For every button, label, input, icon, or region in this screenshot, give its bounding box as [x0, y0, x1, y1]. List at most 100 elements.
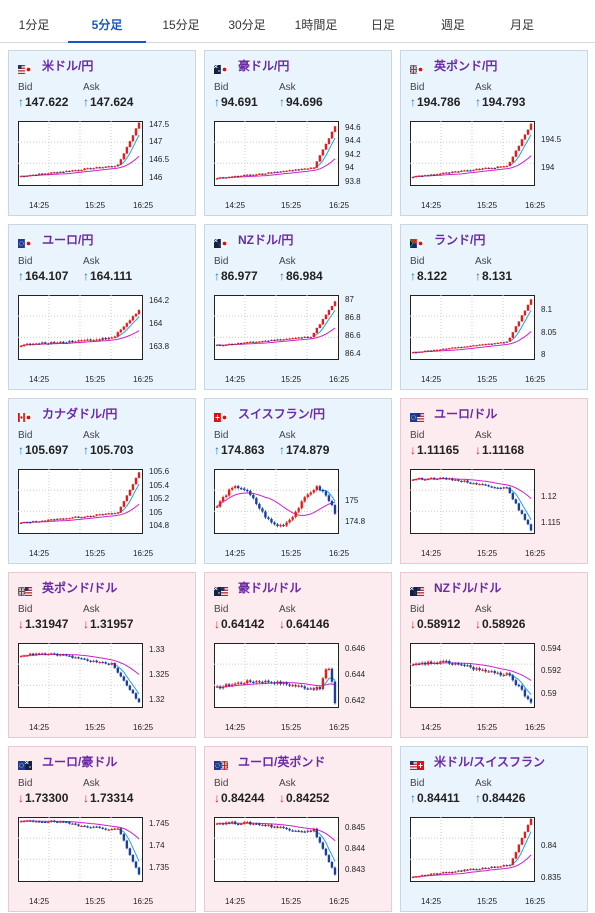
chart-svg — [214, 295, 339, 360]
candle — [442, 660, 445, 663]
ask-price: 105.703 — [90, 443, 134, 457]
rate-card[interactable]: 豪ドル/ドル Bid Ask ↓0.64142 ↓0.64146 0.646 0.644 0.… — [204, 572, 392, 738]
rate-card[interactable]: カナダドル/円 Bid Ask ↑105.697 ↑105.703 105.6 105.4 1… — [8, 398, 196, 564]
pair-title[interactable]: ユーロ/英ポンド — [238, 755, 326, 769]
candle — [98, 514, 101, 516]
y-tick-label: 105.4 — [149, 480, 170, 490]
candle — [227, 684, 231, 686]
pair-title[interactable]: 豪ドル/円 — [238, 59, 290, 73]
rate-card[interactable]: ユーロ/円 Bid Ask ↑164.107 ↑164.111 164.2 164 163.8… — [8, 224, 196, 390]
candle — [312, 688, 316, 690]
bid-label: Bid — [214, 778, 229, 789]
candle — [62, 518, 65, 520]
rate-card[interactable]: NZドル/ドル Bid Ask ↓0.58912 ↓0.58926 0.594 0.592 0… — [400, 572, 588, 738]
arrow-down-icon: ↓ — [279, 617, 285, 631]
pair-title[interactable]: ユーロ/円 — [42, 233, 94, 247]
tab-5[interactable]: 日足 — [370, 18, 395, 32]
pair-title[interactable]: ユーロ/ドル — [434, 407, 498, 421]
candle — [411, 876, 415, 879]
bid-value: ↑0.84411 — [410, 791, 460, 805]
candle — [466, 665, 469, 667]
rate-card[interactable]: 英ポンド/ドル Bid Ask ↓1.31947 ↓1.31957 1.33 1.325 1.… — [8, 572, 196, 738]
y-tick-label: 0.844 — [345, 844, 366, 853]
mini-chart: 175 174.8 14:25 15:25 16:25 — [214, 469, 384, 559]
tab-2[interactable]: 15分足 — [162, 18, 200, 32]
candle — [318, 155, 322, 162]
pair-title[interactable]: スイスフラン/円 — [238, 407, 325, 421]
candle — [252, 823, 255, 825]
rate-card[interactable]: 米ドル/円 Bid Ask ↑147.622 ↑147.624 147.5 147 146.5… — [8, 50, 196, 216]
candle — [227, 343, 231, 346]
tab-7[interactable]: 月足 — [509, 18, 534, 32]
tab-3[interactable]: 30分足 — [228, 18, 266, 32]
candle — [514, 326, 518, 333]
pair-title[interactable]: 米ドル/スイスフラン — [434, 755, 545, 769]
rate-card[interactable]: ユーロ/英ポンド Bid Ask ↓0.84244 ↓0.84252 0.845 0.844… — [204, 746, 392, 912]
tab-6[interactable]: 週足 — [440, 18, 465, 32]
arrow-up-icon: ↑ — [18, 95, 24, 109]
pair-title[interactable]: カナダドル/円 — [42, 407, 118, 421]
candle — [505, 487, 508, 489]
candle — [218, 344, 222, 347]
rate-card[interactable]: ユーロ/豪ドル Bid Ask ↓1.73300 ↓1.73314 1.745 1.74 1.… — [8, 746, 196, 912]
pair-title[interactable]: NZドル/円 — [238, 233, 294, 247]
ask-value: ↓0.58926 — [475, 617, 525, 631]
chart-svg — [410, 295, 535, 360]
bid-label: Bid — [18, 604, 33, 615]
pair-title[interactable]: 英ポンド/円 — [434, 59, 498, 73]
pair-title[interactable]: 米ドル/円 — [42, 59, 94, 73]
ask-price: 86.984 — [286, 269, 323, 283]
pair-title[interactable]: 英ポンド/ドル — [42, 581, 118, 595]
candle — [224, 495, 228, 497]
ask-price: 0.84426 — [482, 791, 526, 805]
candle — [475, 668, 478, 670]
candle — [423, 662, 427, 665]
candle — [285, 522, 288, 526]
moving-average-long — [20, 330, 140, 347]
tab-0[interactable]: 1分足 — [18, 18, 50, 32]
candle — [327, 495, 331, 501]
candle — [230, 684, 234, 686]
candle — [520, 837, 524, 845]
ask-label: Ask — [279, 604, 296, 615]
candle — [19, 345, 23, 348]
candle — [246, 489, 249, 492]
ask-label: Ask — [83, 778, 100, 789]
ask-label: Ask — [475, 256, 492, 267]
rate-card[interactable]: ユーロ/ドル Bid Ask ↓1.11165 ↓1.11168 1.12 1.115 14:… — [400, 398, 588, 564]
ask-value: ↑8.131 — [475, 269, 512, 283]
candle — [279, 826, 282, 829]
candle — [65, 654, 68, 656]
rate-card[interactable]: ランド/円 Bid Ask ↑8.122 ↑8.131 8.1 8.05 8 14:25 15:2… — [400, 224, 588, 390]
rate-card[interactable]: NZドル/円 Bid Ask ↑86.977 ↑86.984 87 86.8 86.6 86.4… — [204, 224, 392, 390]
pair-title[interactable]: ランド/円 — [434, 233, 486, 247]
candle — [411, 664, 415, 666]
flag-icon — [409, 61, 425, 75]
candle — [291, 685, 294, 687]
candle — [65, 342, 68, 344]
arrow-up-icon: ↑ — [279, 443, 285, 457]
rate-card[interactable]: 米ドル/スイスフラン Bid Ask ↑0.84411 ↑0.84426 0.84 0.83… — [400, 746, 588, 912]
candle — [423, 479, 427, 481]
candle — [454, 479, 457, 481]
candle — [125, 323, 129, 327]
x-tick-label: 14:25 — [421, 549, 442, 558]
bid-value: ↑174.863 — [214, 443, 264, 457]
arrow-up-icon: ↑ — [475, 791, 481, 805]
tab-4[interactable]: 1時間足 — [294, 18, 338, 32]
moving-average-short — [509, 134, 532, 166]
pair-title[interactable]: NZドル/ドル — [434, 581, 502, 595]
pair-title[interactable]: 豪ドル/ドル — [238, 581, 302, 595]
ask-value: ↑86.984 — [279, 269, 323, 283]
mini-chart: 147.5 147 146.5 146 14:25 15:25 16:25 — [18, 120, 188, 211]
candle — [95, 514, 98, 516]
candle — [330, 131, 334, 139]
rate-card[interactable]: 豪ドル/円 Bid Ask ↑94.691 ↑94.696 94.6 94.4 94.2 94 9… — [204, 50, 392, 216]
candle — [270, 172, 273, 174]
rate-card[interactable]: スイスフラン/円 Bid Ask ↑174.863 ↑174.879 175 174.8 14… — [204, 398, 392, 564]
pair-title[interactable]: ユーロ/豪ドル — [42, 755, 118, 769]
rate-card[interactable]: 英ポンド/円 Bid Ask ↑194.786 ↑194.793 194.5 194 14:2… — [400, 50, 588, 216]
tab-1[interactable]: 5分足 — [68, 0, 146, 43]
flag-icon — [410, 235, 425, 249]
candle — [411, 352, 415, 354]
